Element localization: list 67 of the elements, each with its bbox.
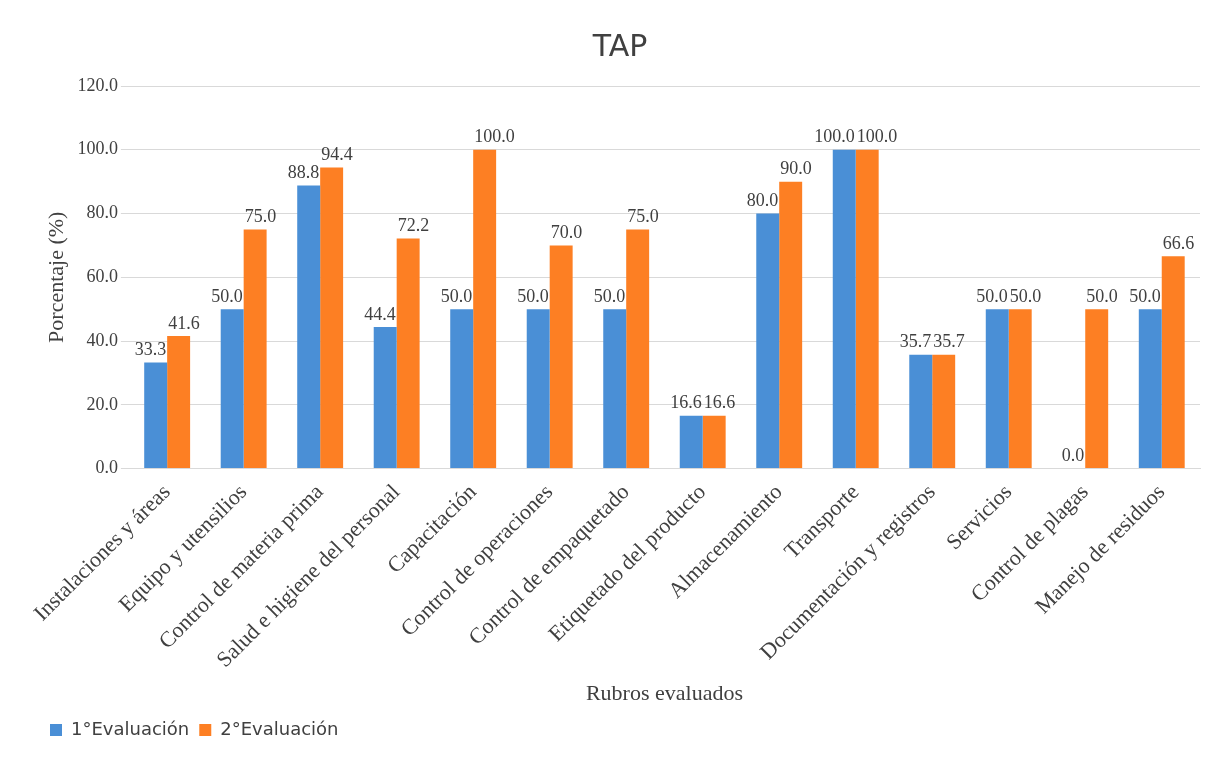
y-axis-title: Porcentaje (%) [42,211,68,343]
y-tick-label: 100.0 [77,138,118,159]
bar [450,309,474,469]
bar [549,245,573,469]
data-label: 16.6 [703,392,736,413]
y-tick-label: 80.0 [86,202,118,223]
data-label: 16.6 [670,392,702,413]
data-label: 35.7 [899,331,932,352]
bar [220,309,244,469]
data-label: 50.0 [1129,285,1161,306]
data-label: 50.0 [1086,285,1118,306]
chart-title: TAP [591,27,648,63]
data-label: 100.0 [856,126,898,147]
bar [855,149,879,469]
bar [473,149,497,469]
bar [1138,309,1162,469]
y-tick-label: 40.0 [86,329,118,350]
bar [396,238,420,469]
bar [756,213,780,469]
legend-label: 2°Evaluación [220,717,339,739]
data-label: 66.6 [1162,232,1195,253]
data-label: 75.0 [244,206,277,227]
bar [909,354,933,469]
bar [526,309,550,469]
bar [603,309,627,469]
data-label: 35.7 [933,331,965,352]
bar [167,335,191,469]
data-label: 41.6 [168,312,200,333]
data-label: 44.4 [364,303,396,324]
data-label: 90.0 [780,158,812,179]
bar [679,415,703,469]
data-label: 50.0 [1009,285,1042,306]
data-label: 100.0 [474,126,515,147]
data-label: 0.0 [1061,445,1085,466]
data-label: 80.0 [746,190,779,211]
data-label: 72.2 [397,215,430,236]
bar [1161,256,1185,469]
x-axis-title: Rubros evaluados [585,679,743,705]
data-label: 50.0 [976,285,1008,306]
bar [243,229,267,469]
bar [1008,309,1032,469]
data-label: 33.3 [134,339,167,360]
data-label: 75.0 [627,206,659,227]
bar [702,415,726,469]
data-label: 94.4 [321,144,353,165]
bar [297,185,321,469]
y-tick-label: 0.0 [95,457,118,478]
bar [144,362,168,469]
data-label: 50.0 [211,285,243,306]
data-label: 70.0 [550,222,583,243]
data-label: 88.8 [287,162,320,183]
bar [1085,309,1109,469]
y-tick-label: 120.0 [77,74,118,95]
bar [373,327,397,469]
bar [985,309,1009,469]
bar [626,229,650,469]
legend-label: 1°Evaluación [71,717,190,739]
y-tick-label: 60.0 [86,266,118,287]
bar [832,149,856,469]
bar [320,167,344,469]
bar [932,354,956,469]
bar [779,181,803,469]
y-tick-label: 20.0 [86,393,118,414]
data-label: 100.0 [814,126,855,147]
data-label: 50.0 [517,285,549,306]
data-label: 50.0 [440,285,473,306]
data-label: 50.0 [593,285,626,306]
